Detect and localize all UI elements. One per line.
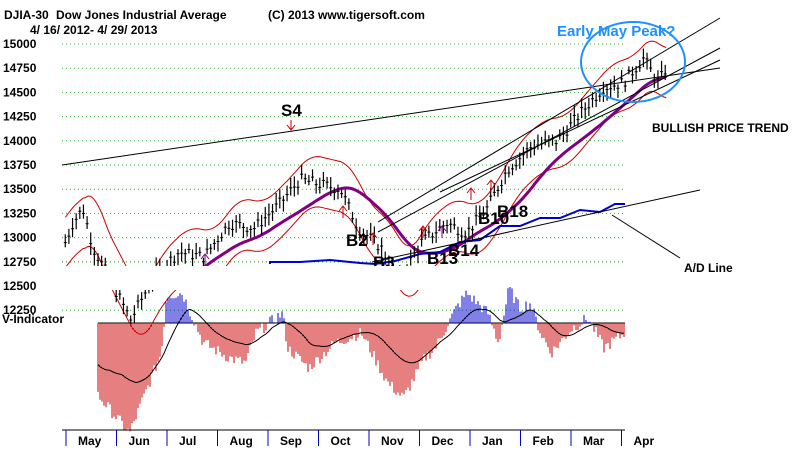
month-label: Jul [179, 434, 196, 448]
v-indicator [97, 286, 625, 432]
bollinger-bands [64, 40, 667, 335]
chart-copyright: (C) 2013 www.tigersoft.com [268, 8, 425, 22]
v-indicator-ma [97, 308, 624, 384]
y-tick-label: 14750 [3, 61, 37, 75]
y-tick-label: 13500 [3, 182, 37, 196]
buy-arrow-head [437, 225, 447, 232]
moving-average [139, 75, 667, 290]
y-tick-label: 13000 [3, 231, 37, 245]
peak-annotation: Early May Peak? [557, 23, 675, 40]
trend-annotation: BULLISH PRICE TREND [652, 121, 789, 135]
month-label: Jan [482, 434, 503, 448]
ad-pointer-line [611, 214, 681, 259]
signal-arrows [200, 120, 496, 266]
month-label: Apr [634, 434, 655, 448]
month-label: Feb [533, 434, 554, 448]
signal-label-b14: B14 [448, 241, 480, 260]
y-tick-label: 12250 [3, 303, 37, 317]
y-tick-label: 14000 [3, 134, 37, 148]
v-indicator-label: V-Indicator [2, 312, 64, 326]
y-tick-label: 13250 [3, 206, 37, 220]
trendline-channel-bottom [377, 47, 721, 233]
signal-label-s4: S4 [281, 101, 302, 120]
signal-label-b2: B2 [346, 231, 368, 250]
buy-arrow-head [338, 205, 348, 212]
panel-separator [0, 266, 640, 290]
month-label: Oct [331, 434, 351, 448]
y-tick-label: 14250 [3, 110, 37, 124]
signal-label-b13: B13 [427, 249, 458, 268]
trendline-channel-top [377, 17, 721, 223]
buy-arrow-head [486, 179, 496, 186]
buy-arrow-head [466, 187, 476, 194]
y-tick-label: 14500 [3, 85, 37, 99]
month-label: Jun [129, 434, 150, 448]
ad-line-label: A/D Line [684, 261, 733, 275]
month-label: Sep [280, 434, 302, 448]
chart-symbol: DJIA-30 [4, 8, 49, 22]
signal-label-b10: B10 [478, 209, 509, 228]
ma-line [139, 75, 667, 290]
buy-arrow-head [368, 232, 378, 239]
signal-label-b18: B18 [497, 202, 528, 221]
trendline-upper [61, 67, 721, 166]
chart-title: Dow Jones Industrial Average [56, 8, 227, 22]
lower-band [64, 90, 667, 335]
ad-line [269, 203, 625, 266]
axes: 15000 14750 14500 14250 14000 13750 13500 13250… [3, 37, 654, 448]
trendline-ad [371, 189, 701, 263]
trendline-support [439, 59, 721, 193]
buy-arrow-head [418, 225, 428, 232]
y-tick-label: 13750 [3, 158, 37, 172]
month-label: Mar [583, 434, 605, 448]
month-label: Aug [230, 434, 253, 448]
month-label: May [78, 434, 102, 448]
peak-highlight-circle [580, 21, 686, 103]
y-tick-label: 12500 [3, 279, 37, 293]
buy-arrow-head [200, 253, 210, 260]
y-tick-label: 15000 [3, 37, 37, 51]
chart-date-range: 4/ 16/ 2012- 4/ 29/ 2013 [30, 23, 158, 37]
month-label: Dec [432, 434, 454, 448]
trend-lines [61, 17, 721, 263]
month-label: Nov [381, 434, 404, 448]
sell-arrow-head [286, 124, 296, 131]
ad-line-path [269, 203, 625, 266]
y-tick-label: 12750 [3, 255, 37, 269]
